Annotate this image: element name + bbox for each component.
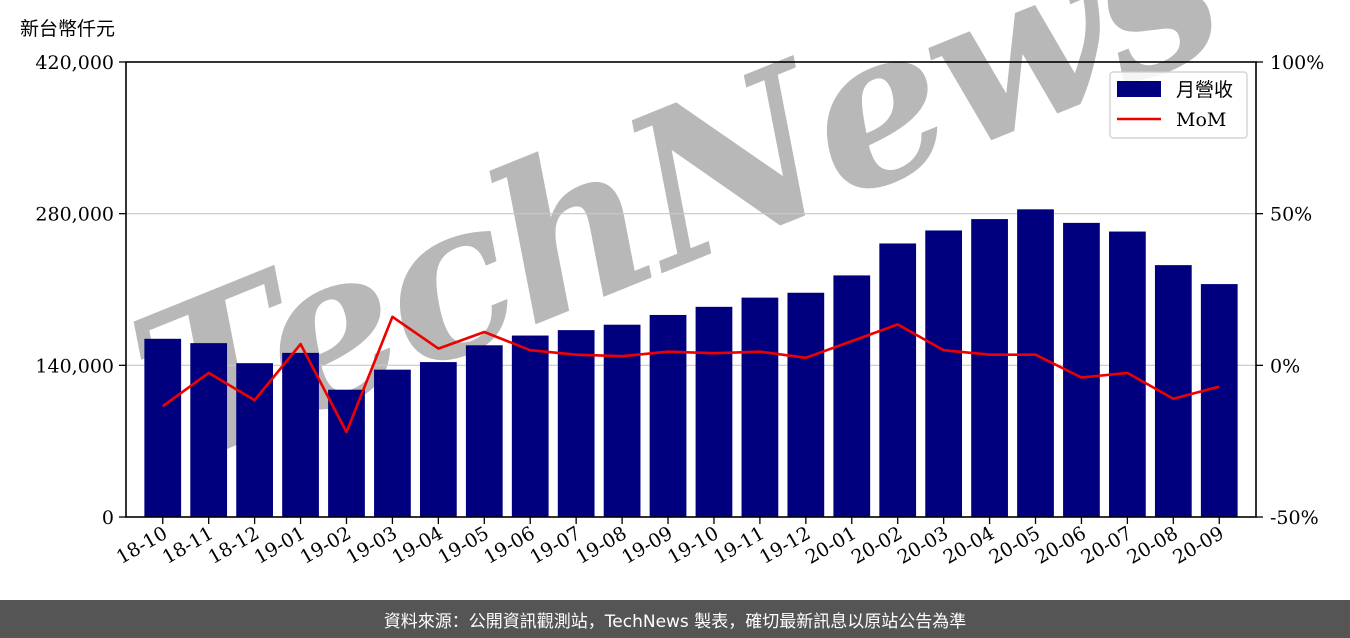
- legend-label-revenue: 月營收: [1176, 79, 1233, 101]
- x-tick-label: 19-09: [618, 522, 676, 568]
- revenue-bar: [557, 330, 595, 517]
- revenue-bar: [971, 219, 1008, 518]
- x-tick-label: 18-12: [205, 522, 263, 568]
- y-right-tick-label: -50%: [1270, 507, 1319, 529]
- revenue-bar: [741, 297, 779, 517]
- revenue-bar: [236, 363, 273, 517]
- y-right-tick-label: 0%: [1270, 355, 1300, 377]
- revenue-bar: [879, 243, 917, 518]
- x-tick-label: 19-07: [526, 522, 584, 568]
- x-tick-label: 19-08: [572, 522, 630, 568]
- x-tick-label: 20-04: [940, 522, 998, 568]
- revenue-bar: [374, 369, 411, 517]
- y-left-tick-label: 0: [102, 507, 114, 529]
- x-tick-label: 19-06: [480, 522, 538, 568]
- x-tick-label: 19-01: [251, 522, 309, 568]
- x-tick-label: 20-01: [802, 522, 860, 568]
- revenue-bar: [282, 352, 319, 517]
- y-right-tick-label: 100%: [1270, 52, 1324, 74]
- revenue-bars: [144, 209, 1238, 518]
- revenue-bar: [695, 306, 733, 517]
- chart: TechNews 0140,000280,000420,000-50%0%50%…: [35, 0, 1324, 569]
- revenue-bar: [1017, 209, 1054, 518]
- x-tick-label: 20-06: [1032, 522, 1090, 568]
- y-right-tick-label: 50%: [1270, 204, 1312, 226]
- x-tick-label: 19-10: [664, 522, 722, 568]
- mom-line-series: [161, 315, 1220, 434]
- source-footer: 資料來源：公開資訊觀測站，TechNews 製表，確切最新訊息以原站公告為準: [0, 600, 1350, 638]
- x-tick-label: 20-07: [1077, 522, 1135, 568]
- x-tick-label: 19-12: [756, 522, 814, 568]
- revenue-bar: [833, 275, 871, 517]
- revenue-bar: [787, 292, 825, 517]
- revenue-bar: [465, 345, 503, 517]
- legend-label-mom: MoM: [1176, 109, 1226, 131]
- x-tick-label: 18-10: [113, 522, 171, 568]
- legend: 月營收 MoM: [1109, 71, 1248, 139]
- x-tick-label: 20-03: [894, 522, 952, 568]
- legend-swatch-revenue: [1117, 81, 1161, 97]
- revenue-bar: [190, 343, 228, 517]
- x-tick-label: 20-02: [848, 522, 906, 568]
- revenue-bar: [511, 335, 549, 517]
- source-text: 資料來源：公開資訊觀測站，TechNews 製表，確切最新訊息以原站公告為準: [383, 611, 967, 632]
- revenue-bar: [144, 338, 182, 517]
- y-left-tick-label: 420,000: [35, 52, 114, 74]
- x-tick-label: 19-02: [297, 522, 355, 568]
- revenue-bar: [1200, 284, 1238, 517]
- x-tick-label: 20-05: [986, 522, 1044, 568]
- x-tick-label: 19-05: [434, 522, 492, 568]
- x-tick-label: 20-09: [1169, 522, 1227, 568]
- plot-frame: [125, 61, 1257, 518]
- y-left-tick-label: 280,000: [35, 204, 114, 226]
- mom-line: [161, 315, 1220, 434]
- revenue-bar: [649, 314, 687, 517]
- x-tick-label: 20-08: [1123, 522, 1181, 568]
- x-tick-label: 19-04: [388, 522, 446, 568]
- y-left-tick-label: 140,000: [35, 355, 114, 377]
- revenue-bar: [925, 230, 963, 518]
- revenue-bar: [1063, 222, 1100, 517]
- revenue-bar: [419, 362, 457, 517]
- revenue-bar: [603, 324, 641, 517]
- y-axis-unit-label: 新台幣仟元: [20, 18, 116, 40]
- x-tick-label: 19-03: [342, 522, 400, 568]
- x-tick-label: 18-11: [159, 522, 217, 568]
- x-tick-label: 19-11: [710, 522, 768, 568]
